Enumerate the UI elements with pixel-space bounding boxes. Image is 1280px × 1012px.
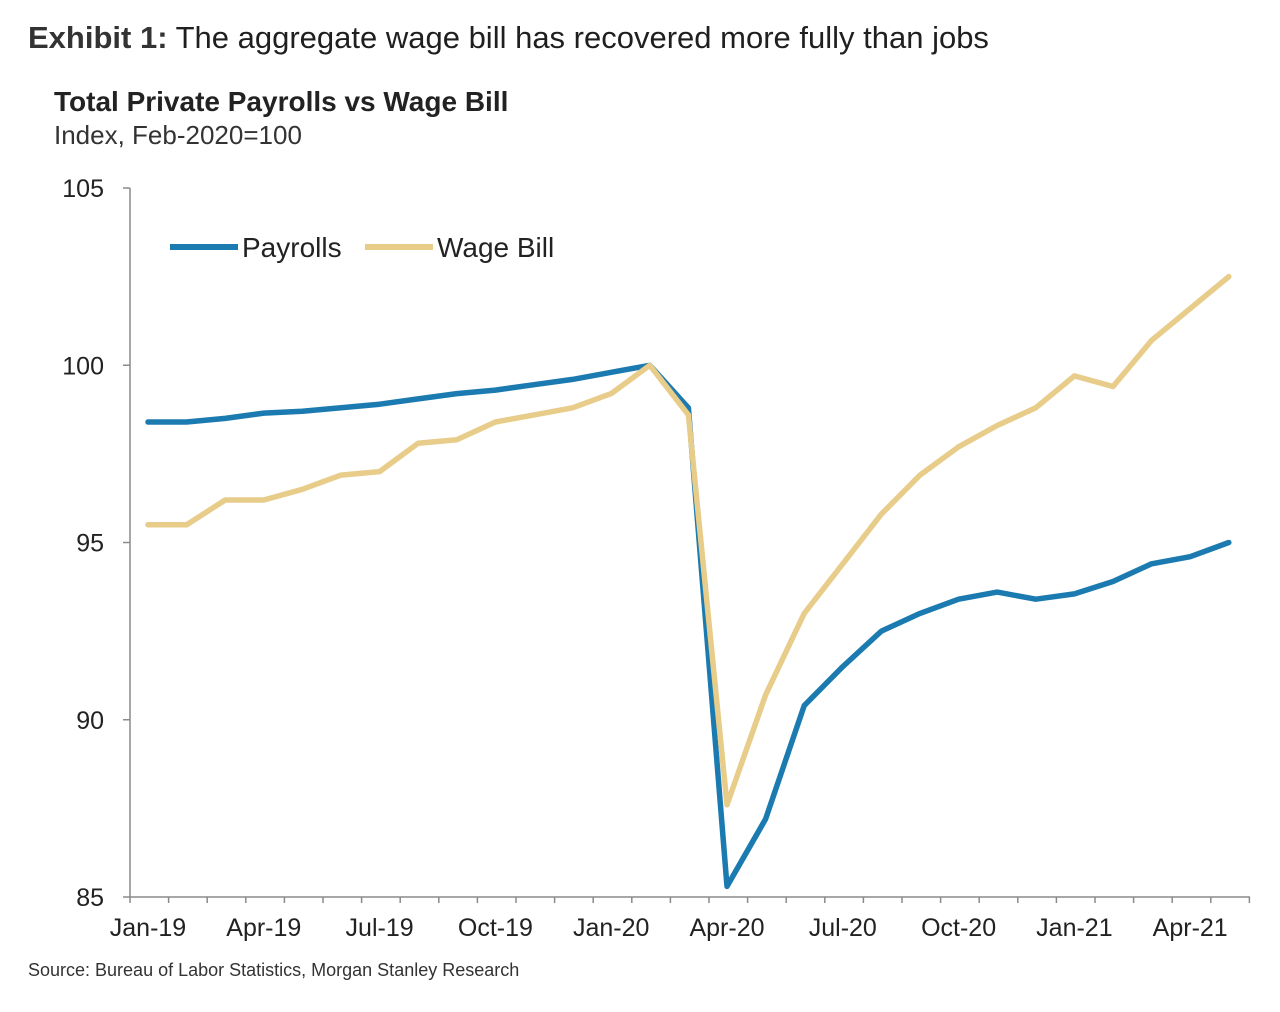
exhibit-label: Exhibit 1: (28, 20, 168, 55)
series-line-wage-bill (145, 273, 1232, 808)
exhibit-title: The aggregate wage bill has recovered mo… (175, 20, 989, 55)
x-tick-label: Oct-19 (458, 914, 533, 942)
y-tick-label: 105 (62, 175, 104, 203)
legend-label-payrolls: Payrolls (242, 232, 342, 263)
chart-title: Total Private Payrolls vs Wage Bill (54, 86, 509, 117)
chart-axes: 85 90 95 100 105 Jan-19 Apr-19 Jul-19 Oct-19 Jan-… (62, 175, 1251, 942)
chart-legend: Payrolls Wage Bill (170, 232, 554, 263)
y-tick-label: 100 (62, 352, 104, 380)
source-note: Source: Bureau of Labor Statistics, Morg… (28, 960, 520, 980)
x-tick-label: Jan-20 (573, 914, 649, 942)
chart-series-layer (145, 273, 1232, 890)
x-tick-label: Apr-19 (226, 914, 301, 942)
y-tick-label: 90 (76, 707, 104, 735)
x-tick-label: Jan-19 (110, 914, 186, 942)
legend-label-wage-bill: Wage Bill (437, 232, 554, 263)
x-tick-label: Apr-21 (1153, 914, 1228, 942)
x-tick-label: Apr-20 (689, 914, 764, 942)
x-tick-label: Jul-19 (346, 914, 414, 942)
x-tick-label: Jan-21 (1036, 914, 1112, 942)
series-line-payrolls (145, 362, 1232, 890)
y-tick-label: 85 (76, 884, 104, 912)
x-tick-label: Jul-20 (809, 914, 877, 942)
chart-subtitle: Index, Feb-2020=100 (54, 120, 302, 150)
y-tick-label: 95 (76, 530, 104, 558)
exhibit-heading: Exhibit 1: The aggregate wage bill has r… (28, 20, 989, 56)
x-tick-label: Oct-20 (921, 914, 996, 942)
